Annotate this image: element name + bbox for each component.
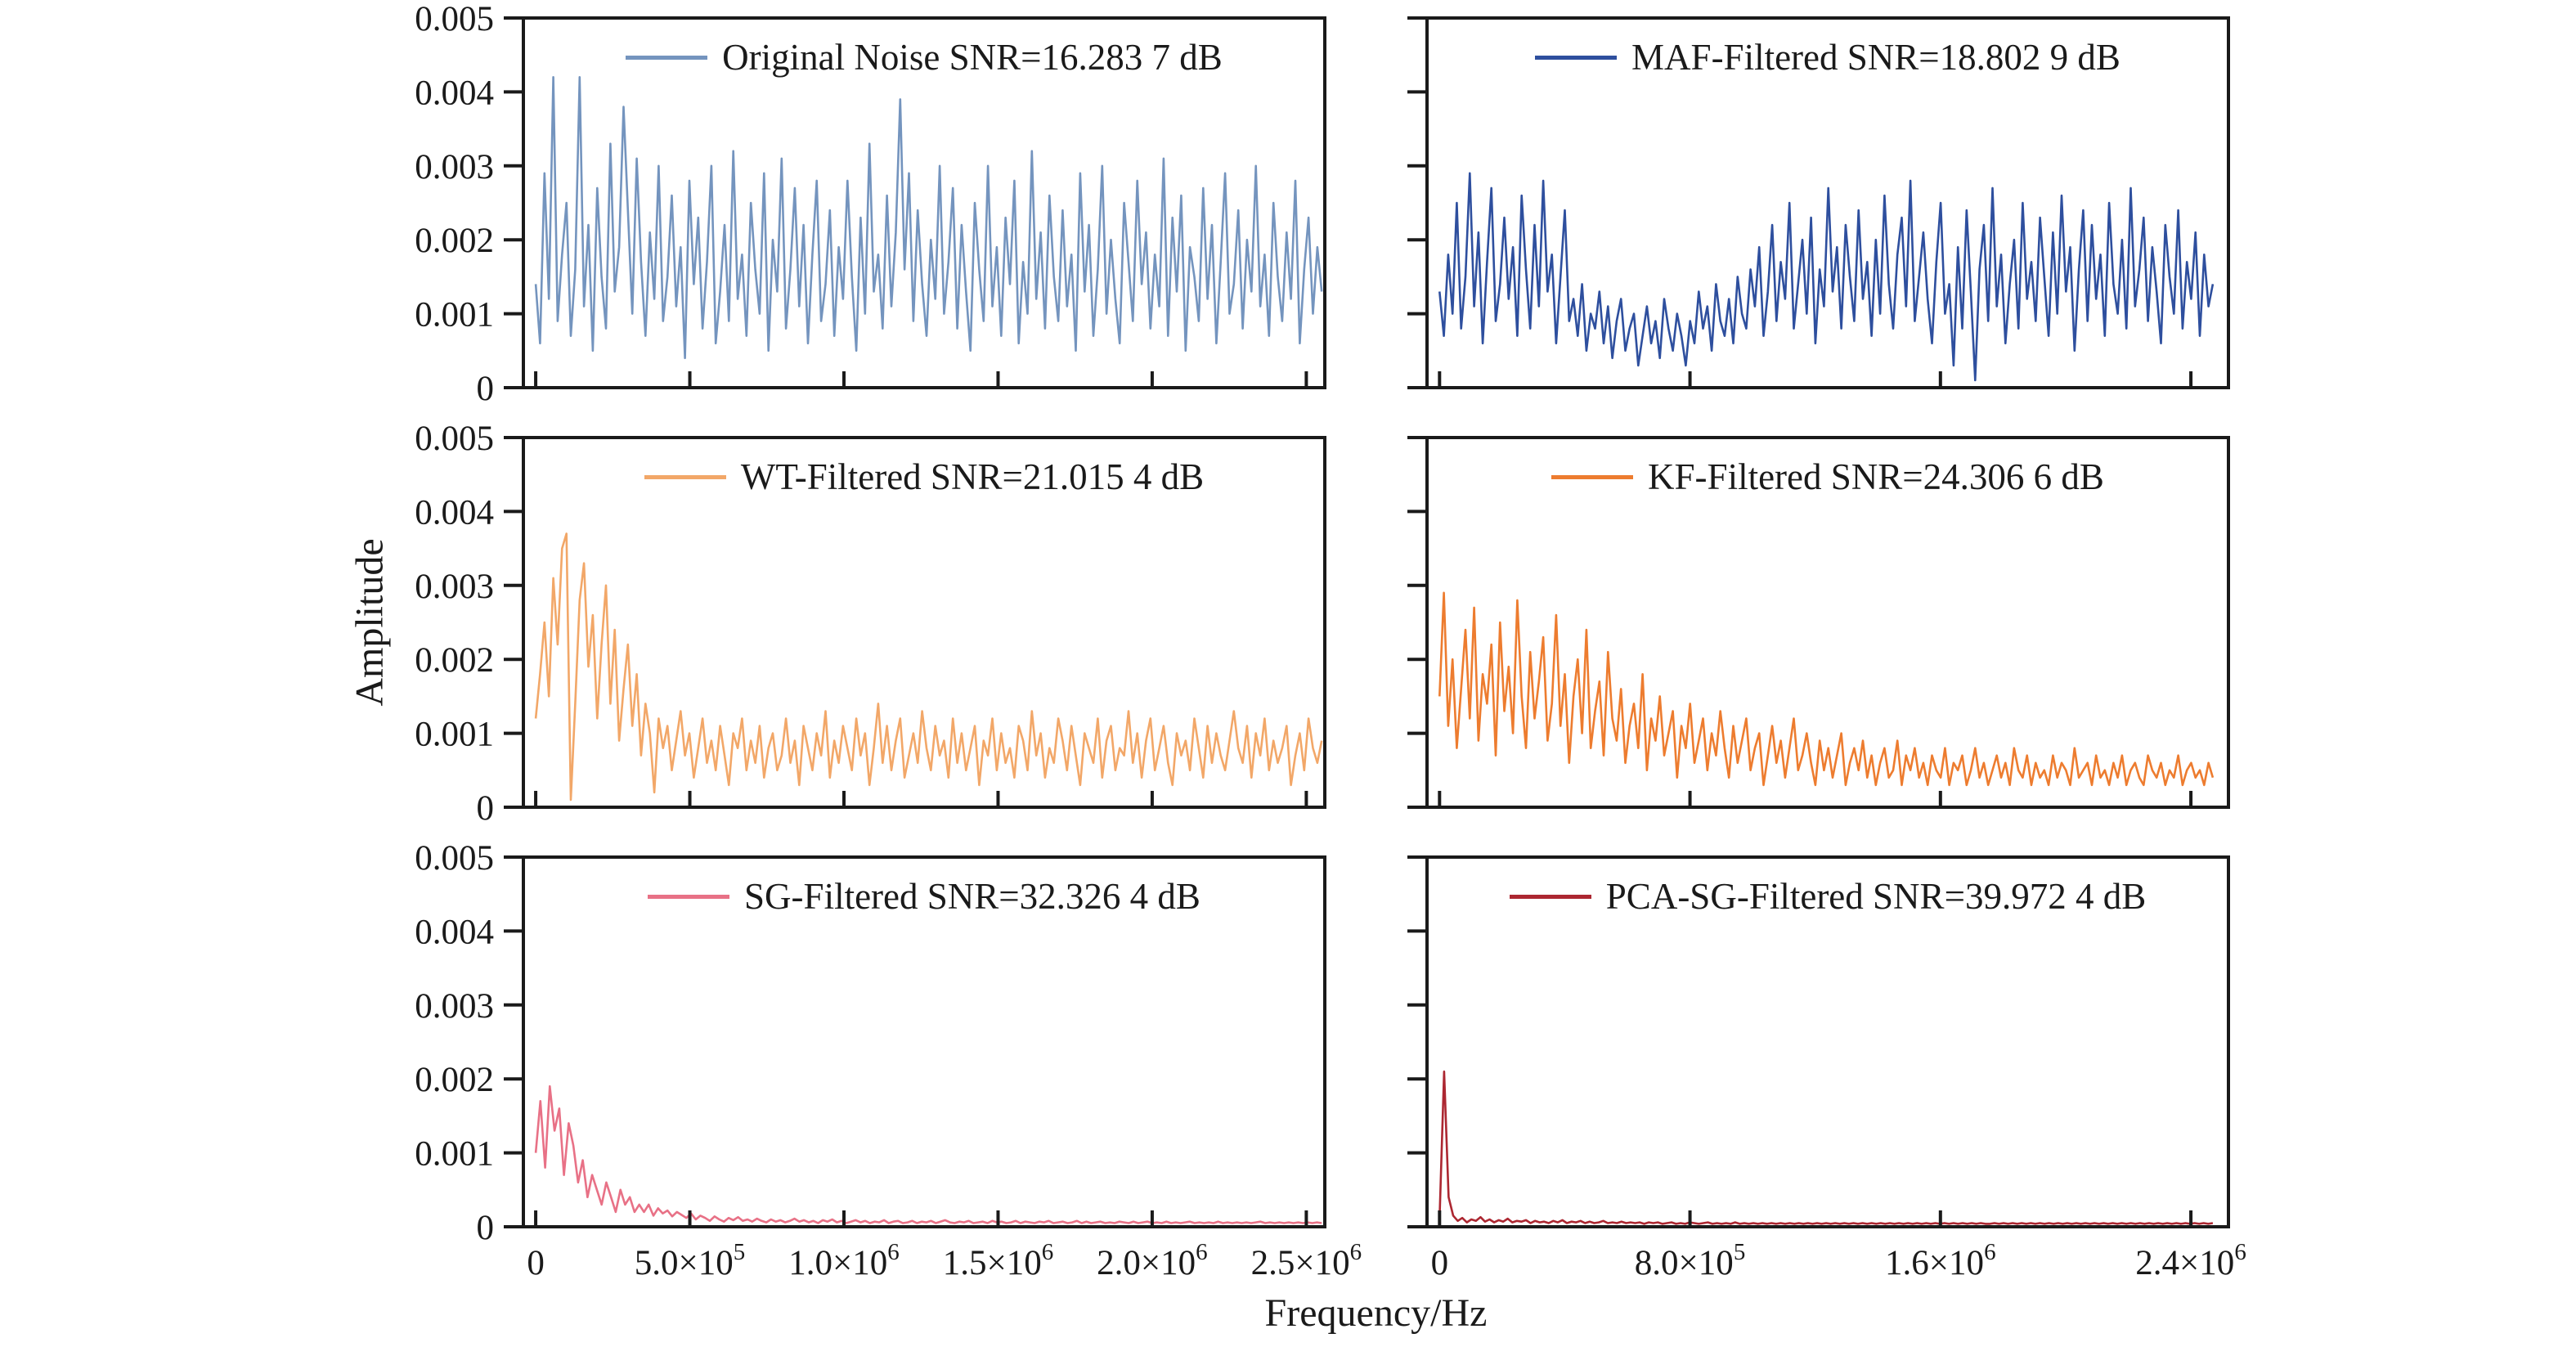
svg-text:0.004: 0.004 [415, 913, 494, 951]
subplot-maf-filtered: MAF-Filtered SNR=18.802 9 dB [1272, 7, 2237, 461]
svg-text:0.005: 0.005 [415, 420, 494, 458]
subplot-wt-filtered: 0.005 0.004 0.003 0.002 0.001 0 WT-Filtered S… [368, 420, 1333, 881]
svg-text:0.003: 0.003 [415, 148, 494, 186]
subplot-sg-filtered: 0.005 0.004 0.003 0.002 0.001 0 0 5.0×105 1.0×10… [368, 839, 1362, 1300]
svg-text:2.4×106: 2.4×106 [2135, 1239, 2246, 1282]
plot-area-pca-sg-filtered: 0 8.0×105 1.6×106 2.4×106 [1407, 855, 2246, 1282]
svg-text:0: 0 [477, 1209, 495, 1247]
svg-text:0.001: 0.001 [415, 716, 494, 754]
svg-text:0: 0 [527, 1244, 545, 1282]
svg-text:1.6×106: 1.6×106 [1885, 1239, 1996, 1282]
svg-text:0.002: 0.002 [415, 1061, 494, 1099]
svg-text:0.004: 0.004 [415, 74, 494, 112]
svg-text:0.003: 0.003 [415, 987, 494, 1026]
x-axis-title: Frequency/Hz [1264, 1291, 1488, 1335]
svg-text:0.001: 0.001 [415, 1135, 494, 1174]
svg-text:0.003: 0.003 [415, 568, 494, 606]
svg-text:0.002: 0.002 [415, 222, 494, 260]
svg-text:2.0×106: 2.0×106 [1097, 1239, 1208, 1282]
svg-text:0: 0 [1431, 1244, 1449, 1282]
plot-area-maf-filtered [1407, 16, 2230, 389]
subplot-original-noise: 0.005 0.004 0.003 0.002 0.001 0 Original Nois… [368, 0, 1333, 461]
svg-text:0.002: 0.002 [415, 641, 494, 680]
subplot-pca-sg-filtered: 0 8.0×105 1.6×106 2.4×106 PCA-SG-Filtered S… [1272, 846, 2246, 1300]
subplot-kf-filtered: KF-Filtered SNR=24.306 6 dB [1272, 426, 2237, 881]
plot-area-original-noise: 0.005 0.004 0.003 0.002 0.001 0 [415, 0, 1326, 408]
svg-text:0.004: 0.004 [415, 493, 494, 532]
svg-text:0: 0 [477, 370, 495, 408]
svg-text:0.001: 0.001 [415, 296, 494, 335]
svg-text:5.0×105: 5.0×105 [635, 1239, 746, 1282]
svg-text:2.5×106: 2.5×106 [1251, 1239, 1362, 1282]
plot-area-wt-filtered: 0.005 0.004 0.003 0.002 0.001 0 [415, 420, 1326, 828]
plot-area-sg-filtered: 0.005 0.004 0.003 0.002 0.001 00 5.0×105 1.0×10… [415, 839, 1362, 1282]
svg-text:8.0×105: 8.0×105 [1635, 1239, 1746, 1282]
svg-text:0.005: 0.005 [415, 0, 494, 38]
plot-area-kf-filtered [1407, 436, 2230, 809]
svg-text:1.0×106: 1.0×106 [788, 1239, 900, 1282]
svg-text:0.005: 0.005 [415, 839, 494, 878]
svg-text:0: 0 [477, 789, 495, 828]
svg-text:1.5×106: 1.5×106 [943, 1239, 1054, 1282]
